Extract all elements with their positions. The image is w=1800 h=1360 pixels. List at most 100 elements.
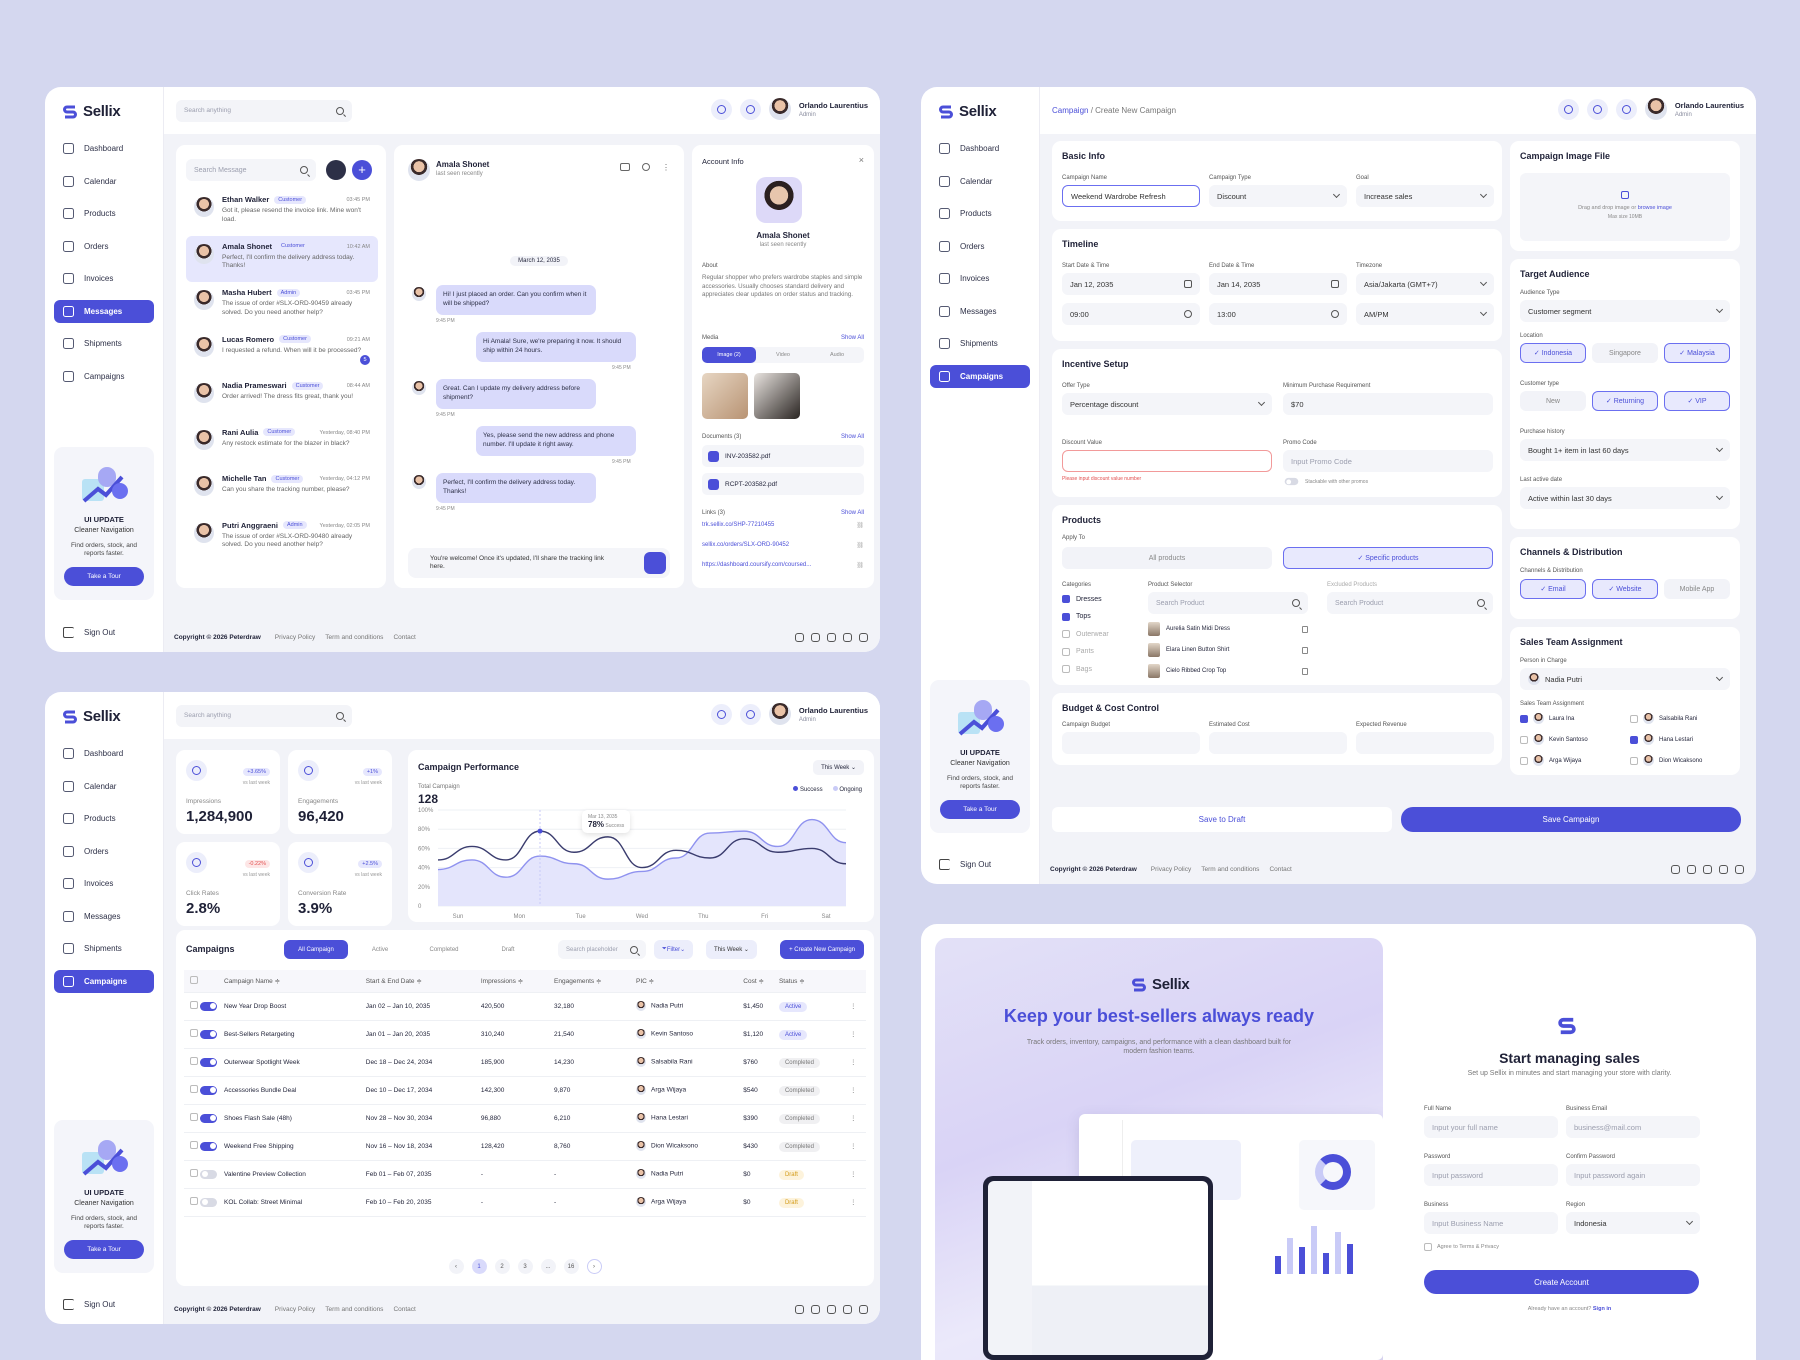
table-row[interactable]: Accessories Bundle Deal Dec 10 – Dec 17, … <box>184 1076 866 1105</box>
timezone-select[interactable]: Asia/Jakarta (GMT+7) <box>1356 273 1494 295</box>
footer-link[interactable]: Term and conditions <box>325 634 384 641</box>
create-account-button[interactable]: Create Account <box>1424 1270 1699 1294</box>
table-row[interactable]: Valentine Preview Collection Feb 01 – Feb… <box>184 1160 866 1189</box>
specific-products-option[interactable]: ✓ Specific products <box>1283 547 1493 569</box>
column-header[interactable]: Status ≑ <box>778 970 850 993</box>
sidebar-item-invoices[interactable]: Invoices <box>54 872 154 895</box>
take-tour-button[interactable]: Take a Tour <box>64 566 144 586</box>
youtube-icon[interactable] <box>843 1305 852 1314</box>
list-item[interactable]: Lucas Romero Customer 09:21 AM I requested … <box>186 329 378 375</box>
locs-option-malaysia[interactable]: ✓ Malaysia <box>1664 343 1730 363</box>
list-item[interactable]: Masha Hubert Admin 03:45 PM The issue of or… <box>186 282 378 328</box>
password-input[interactable]: Input password <box>1424 1164 1558 1186</box>
checkbox[interactable] <box>1062 647 1070 656</box>
trash-icon[interactable] <box>1302 625 1308 633</box>
sidebar-item-products[interactable]: Products <box>54 202 154 225</box>
chans-option-email[interactable]: ✓ Email <box>1520 579 1586 599</box>
campaign-toggle[interactable] <box>200 1085 217 1095</box>
column-header[interactable]: Impressions ≑ <box>480 970 555 993</box>
browse-image-link[interactable]: browse image <box>1637 205 1672 211</box>
facebook-icon[interactable] <box>795 1305 804 1314</box>
filter-button[interactable] <box>326 160 346 180</box>
chans-option-website[interactable]: ✓ Website <box>1592 579 1658 599</box>
x-icon[interactable] <box>1687 865 1696 874</box>
x-icon[interactable] <box>811 1305 820 1314</box>
purchase-history-select[interactable]: Bought 1+ item in last 60 days <box>1520 439 1730 461</box>
chans-option-mobile-app[interactable]: Mobile App <box>1664 579 1730 599</box>
discount-value-input[interactable] <box>1062 450 1272 472</box>
last-active-select[interactable]: Active within last 30 days <box>1520 487 1730 509</box>
column-header[interactable]: Cost ≑ <box>743 970 779 993</box>
campaign-period-select[interactable]: This Week ⌄ <box>706 940 757 959</box>
user-avatar[interactable] <box>768 703 791 725</box>
sign-out-button[interactable]: Sign Out <box>63 627 115 638</box>
sidebar-item-campaigns[interactable]: Campaigns <box>54 969 154 993</box>
sidebar-item-campaigns[interactable]: Campaigns <box>930 364 1030 388</box>
media-image-1[interactable] <box>702 373 748 419</box>
product-search-input[interactable]: Search Product <box>1148 592 1308 614</box>
send-button[interactable] <box>644 552 666 574</box>
team-member[interactable]: Kevin Santoso <box>1520 734 1588 745</box>
table-row[interactable]: Outerwear Spotlight Week Dec 18 – Dec 24,… <box>184 1048 866 1077</box>
table-row[interactable]: Shoes Flash Sale (48h) Nov 28 – Nov 30, 2… <box>184 1104 866 1133</box>
table-row[interactable]: New Year Drop Boost Jan 02 – Jan 10, 2035… <box>184 992 866 1021</box>
row-menu-icon[interactable]: ⋮ <box>850 1104 866 1133</box>
linkedin-icon[interactable] <box>859 633 868 642</box>
list-item[interactable]: Ethan Walker Customer 03:45 PM Got it, plea… <box>186 189 378 235</box>
media-show-all[interactable]: Show All <box>840 335 864 341</box>
page-button[interactable]: 2 <box>494 1259 510 1274</box>
footer-link[interactable]: Contact <box>1269 866 1292 873</box>
close-icon[interactable]: × <box>858 155 864 165</box>
ctypes-option-new[interactable]: New <box>1520 391 1586 411</box>
tab-completed[interactable]: Completed <box>429 946 459 953</box>
search-input[interactable]: Search anything <box>176 704 352 727</box>
table-row[interactable]: Weekend Free Shipping Nov 16 – Nov 18, 20… <box>184 1132 866 1161</box>
sidebar-item-calendar[interactable]: Calendar <box>54 775 154 798</box>
sign-out-button[interactable]: Sign Out <box>939 859 991 870</box>
image-dropzone[interactable]: Drag and drop image or browse image Max … <box>1520 173 1730 241</box>
select-all-checkbox[interactable] <box>190 975 198 984</box>
campaign-toggle[interactable] <box>200 1001 217 1011</box>
save-draft-button[interactable]: Save to Draft <box>1052 807 1392 832</box>
campaign-toggle[interactable] <box>200 1141 217 1151</box>
media-image-2[interactable] <box>754 373 800 419</box>
campaign-toggle[interactable] <box>200 1197 217 1207</box>
youtube-icon[interactable] <box>1719 865 1728 874</box>
table-row[interactable]: KOL Collab: Street Minimal Feb 10 – Feb 2… <box>184 1188 866 1217</box>
chat-input[interactable]: You're welcome! Once it's updated, I'll … <box>408 548 670 578</box>
tab-draft[interactable]: Draft <box>501 946 515 953</box>
checkbox[interactable] <box>1630 714 1638 723</box>
sidebar-item-calendar[interactable]: Calendar <box>930 170 1030 193</box>
documents-show-all[interactable]: Show All <box>840 434 864 440</box>
checkbox[interactable] <box>1062 665 1070 673</box>
ctypes-option-vip[interactable]: ✓ VIP <box>1664 391 1730 411</box>
create-campaign-button[interactable]: + Create New Campaign <box>780 940 864 959</box>
links-show-all[interactable]: Show All <box>840 510 864 516</box>
notification-button[interactable] <box>1586 98 1608 120</box>
end-time-input[interactable]: 13:00 <box>1209 303 1347 325</box>
checkbox[interactable] <box>1520 756 1528 765</box>
sidebar-item-products[interactable]: Products <box>930 202 1030 225</box>
sidebar-item-products[interactable]: Products <box>54 807 154 830</box>
user-avatar[interactable] <box>768 98 791 120</box>
sidebar-item-shipments[interactable]: Shipments <box>930 332 1030 355</box>
message-search-input[interactable]: Search Message <box>186 159 316 181</box>
notification-button[interactable] <box>710 98 732 120</box>
goal-select[interactable]: Increase sales <box>1356 185 1494 207</box>
trash-icon[interactable] <box>1302 646 1308 654</box>
ctypes-option-returning[interactable]: ✓ Returning <box>1592 391 1658 411</box>
youtube-icon[interactable] <box>843 633 852 642</box>
page-button[interactable]: 1 <box>471 1259 487 1274</box>
list-item[interactable]: Amala Shonet Customer 10:42 AM Perfect, I'l… <box>186 235 378 282</box>
next-page-button[interactable]: › <box>586 1259 602 1274</box>
region-input[interactable]: Indonesia <box>1566 1212 1700 1234</box>
more-icon[interactable]: ⋮ <box>662 163 670 172</box>
media-tab-audio[interactable]: Audio <box>829 352 845 358</box>
row-checkbox[interactable] <box>190 1057 198 1065</box>
start-date-input[interactable]: Jan 12, 2035 <box>1062 273 1200 295</box>
checkbox[interactable] <box>1520 735 1528 744</box>
row-checkbox[interactable] <box>190 1141 198 1149</box>
media-tab-video[interactable]: Video <box>776 352 790 358</box>
campaign-budget-input[interactable] <box>1062 732 1200 754</box>
media-tab-image-2[interactable]: Image (2) <box>702 347 756 363</box>
